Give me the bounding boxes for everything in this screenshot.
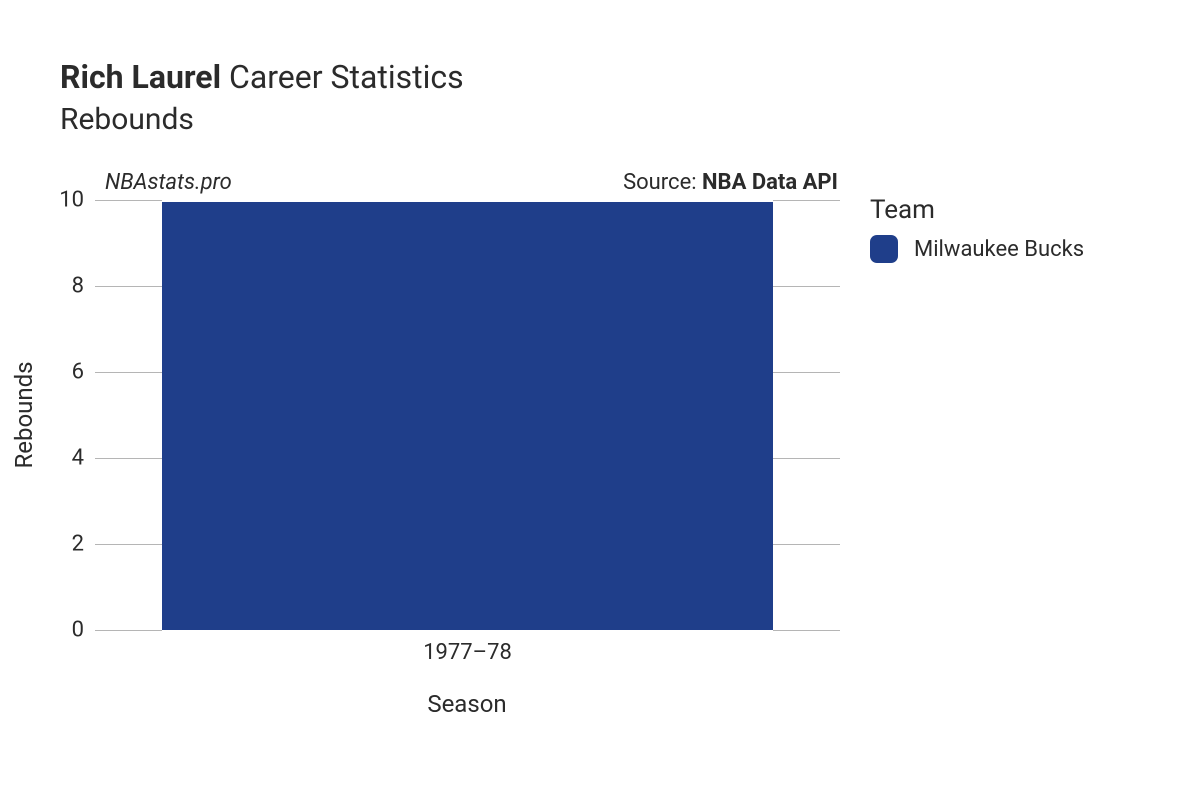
legend-label: Milwaukee Bucks [914,237,1084,262]
grid-line [773,286,840,287]
y-tick-label: 8 [44,274,84,299]
grid-line [95,544,162,545]
title-block: Rich Laurel Career Statistics Rebounds [60,58,464,137]
title-suffix: Career Statistics [229,58,464,96]
bar [162,202,773,630]
grid-line [773,544,840,545]
legend-title: Team [870,195,1084,225]
grid-line [95,630,162,631]
watermark: NBAstats.pro [105,170,232,195]
chart-title: Rich Laurel Career Statistics [60,58,464,96]
grid-line [95,286,162,287]
player-name: Rich Laurel [60,58,221,96]
source-attribution: Source: NBA Data API [623,170,838,195]
grid-line [773,372,840,373]
y-axis-title: Rebounds [10,361,38,468]
chart-subtitle: Rebounds [60,102,464,137]
legend-swatch [870,235,898,263]
y-tick-label: 2 [44,532,84,557]
legend-item: Milwaukee Bucks [870,235,1084,263]
y-tick-label: 6 [44,360,84,385]
plot-area [95,200,840,630]
grid-line [773,630,840,631]
y-tick-label: 4 [44,446,84,471]
grid-line [95,372,162,373]
grid-line [773,200,840,201]
legend: Team Milwaukee Bucks [870,195,1084,263]
grid-line [95,200,162,201]
y-tick-label: 10 [44,188,84,213]
grid-line [95,458,162,459]
x-axis-title: Season [427,690,506,718]
source-prefix: Source: [623,170,702,195]
x-tick-label: 1977–78 [423,640,512,665]
source-name: NBA Data API [702,170,838,195]
chart-container: Rich Laurel Career Statistics Rebounds N… [0,0,1200,800]
y-tick-label: 0 [44,618,84,643]
grid-line [773,458,840,459]
